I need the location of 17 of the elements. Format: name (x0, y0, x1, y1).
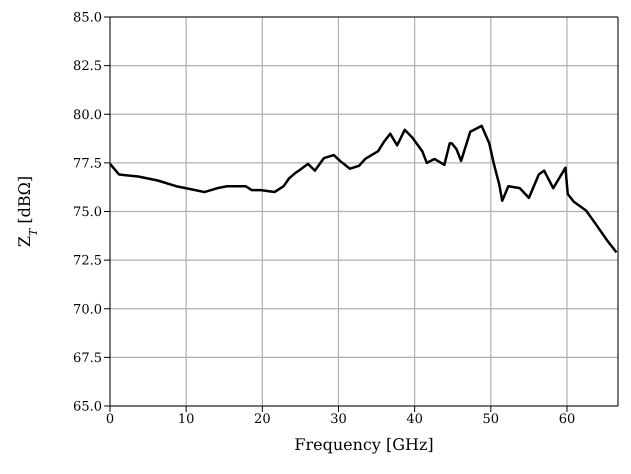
x-tick-label: 20 (254, 412, 271, 428)
y-tick-label: 72.5 (73, 254, 102, 269)
x-tick-label: 50 (482, 412, 500, 428)
x-tick-label: 0 (106, 412, 114, 428)
y-tick-label: 67.5 (73, 350, 102, 366)
y-tick-label: 75.0 (73, 205, 102, 220)
y-tick-label: 77.5 (73, 156, 102, 172)
y-tick-label: 82.5 (73, 59, 102, 74)
x-tick-label: 40 (406, 412, 423, 428)
x-tick-label: 60 (558, 412, 576, 428)
x-axis-title: Frequency [GHz] (294, 435, 434, 454)
y-tick-label: 85.0 (73, 10, 102, 26)
y-tick-label: 65.0 (73, 400, 102, 415)
x-tick-label: 30 (330, 412, 347, 428)
y-tick-label: 70.0 (73, 302, 102, 318)
y-tick-label: 80.0 (73, 108, 102, 123)
x-tick-label: 10 (178, 412, 194, 428)
